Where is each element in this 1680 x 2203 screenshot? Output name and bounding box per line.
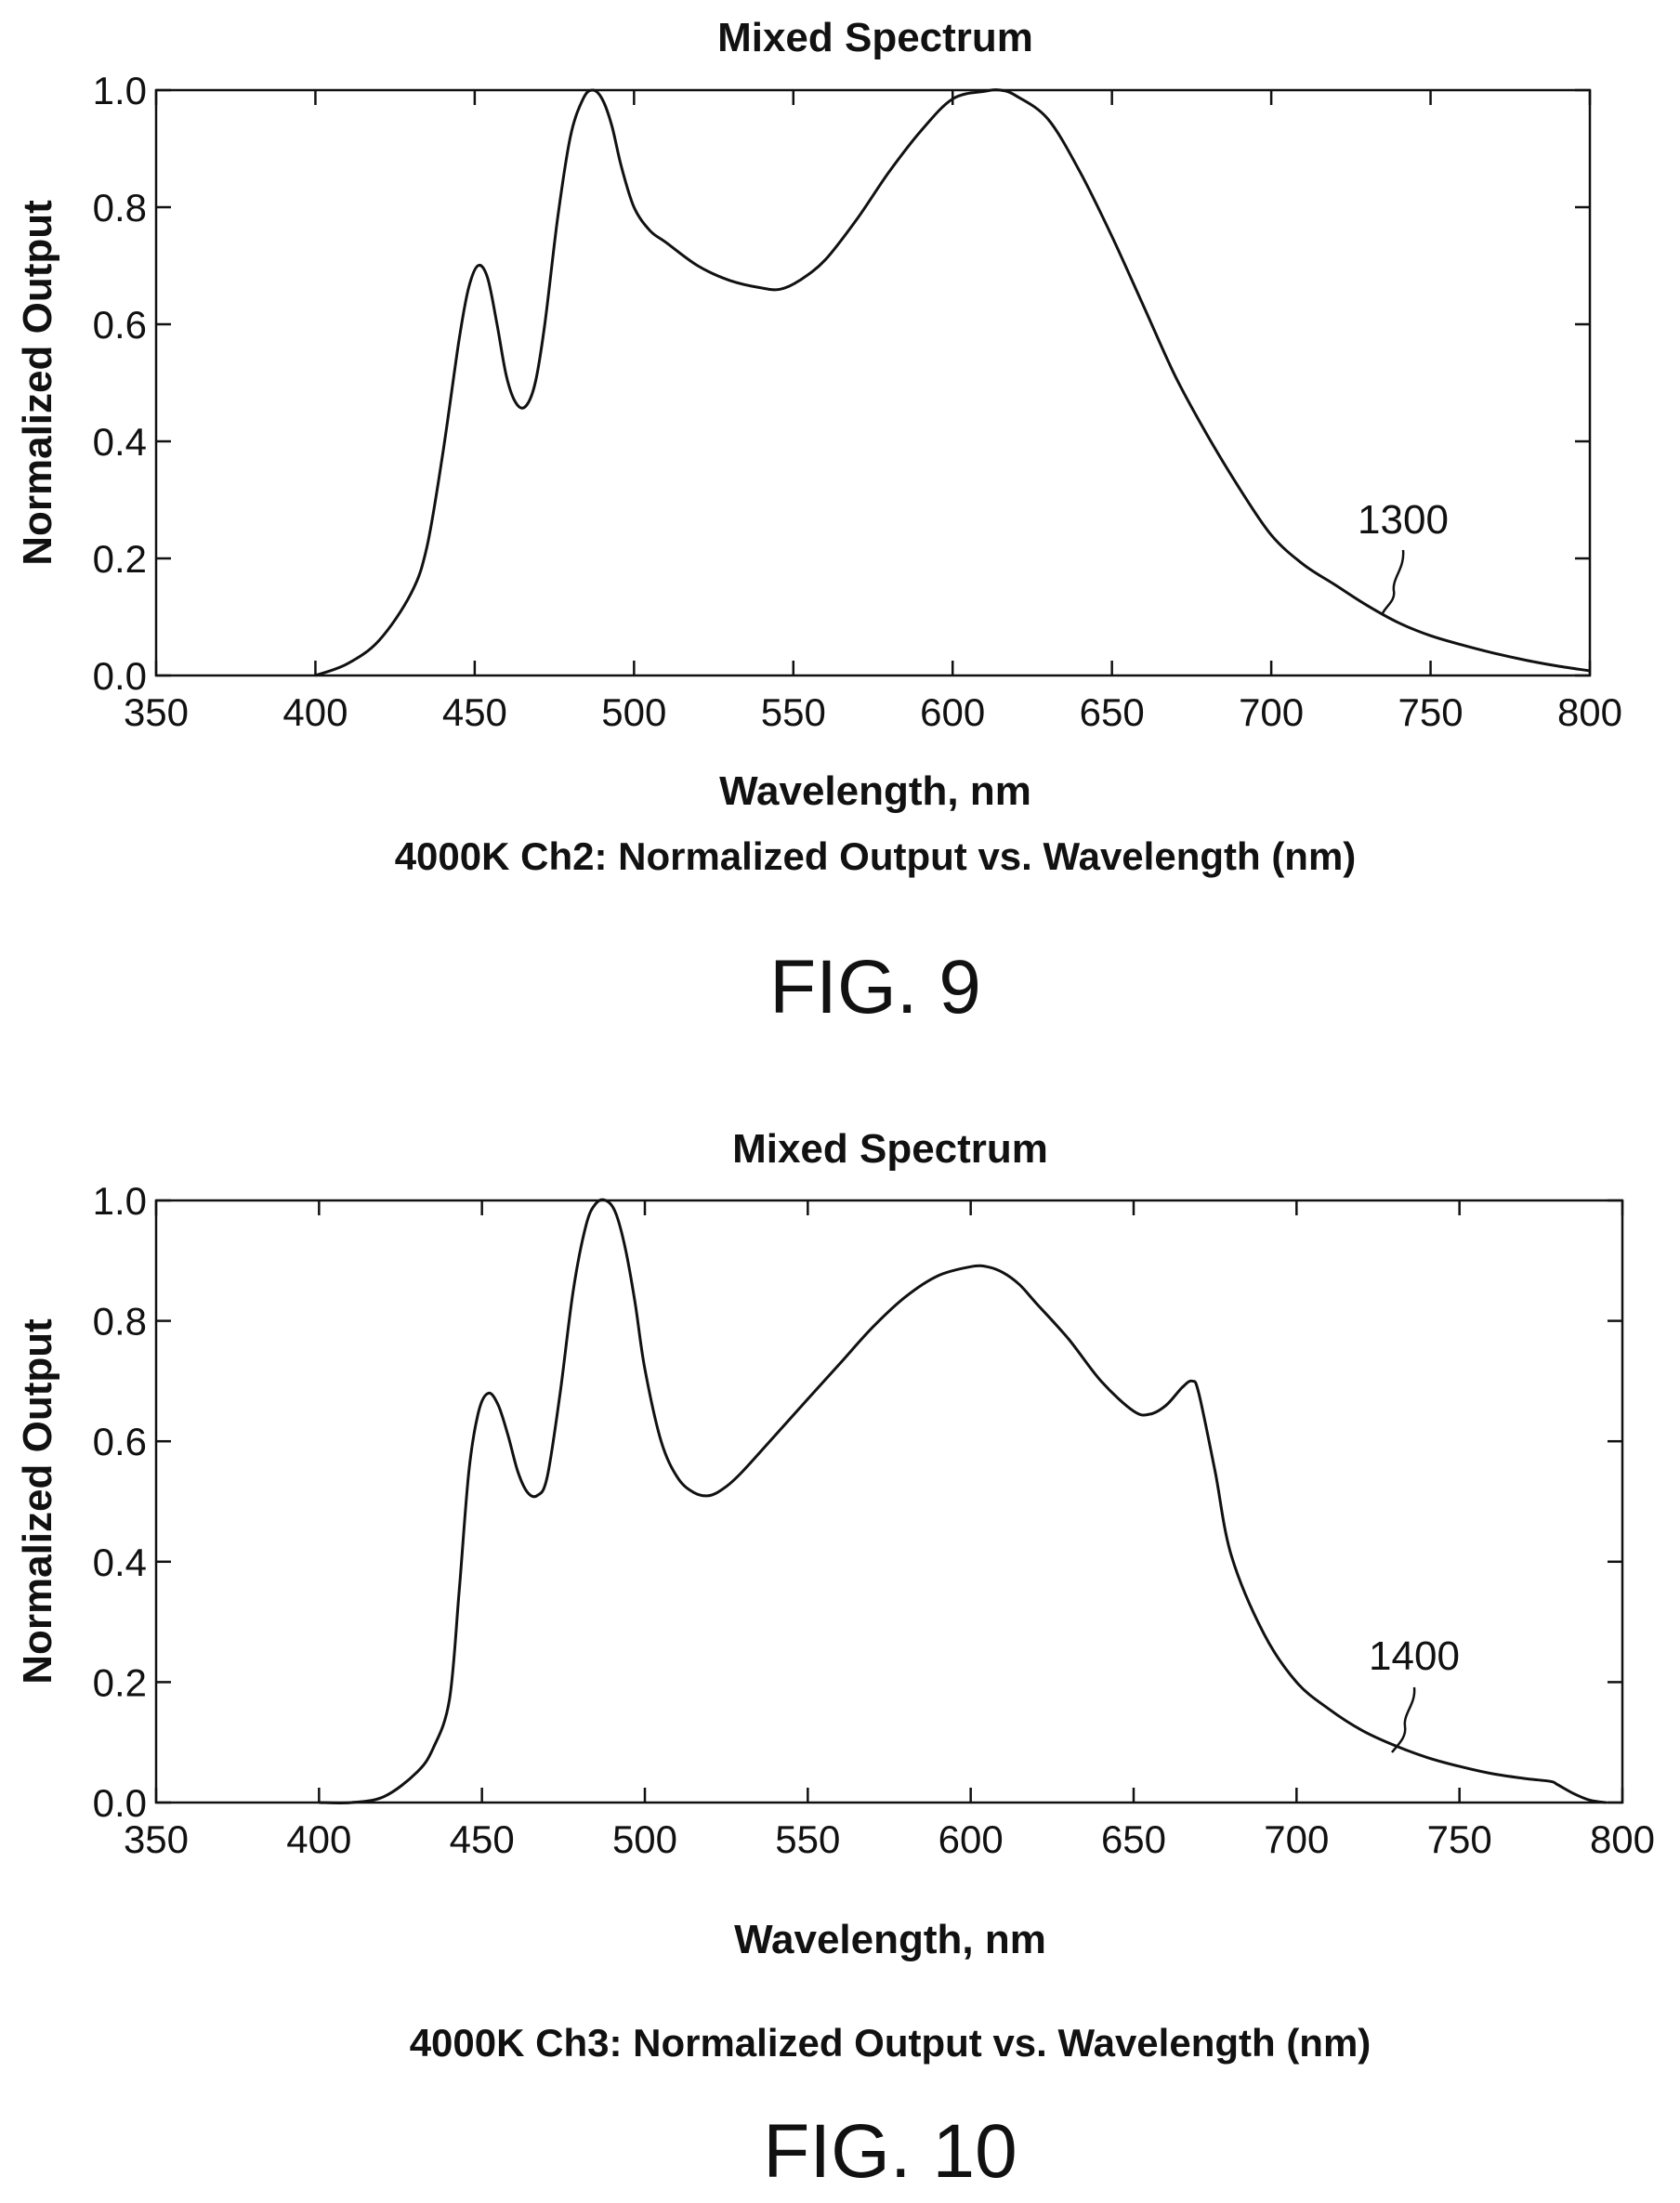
figure-9: Mixed Spectrum 0.0 0.2 0.4 0.6 0.8 1.0 350 400… [15,15,1622,1029]
x-axis-label: Wavelength, nm [719,768,1031,814]
x-tick-label: 400 [282,690,348,734]
x-tick-label: 550 [775,1817,840,1861]
annotation-leader [1391,1686,1416,1753]
curve-annotation: 1400 [1369,1633,1460,1679]
annotation-leader [1381,549,1405,614]
x-ticks: 350 400 450 500 550 600 650 700 750 800 [124,1200,1655,1861]
y-tick-label: 0.2 [93,1660,147,1704]
y-tick-label: 0.8 [93,186,147,229]
chart-title: Mixed Spectrum [732,1126,1048,1172]
plot-frame [154,1199,1624,1804]
y-axis-label: Normalized Output [15,1318,60,1685]
y-tick-label: 0.0 [93,654,147,698]
y-tick-label: 0.6 [93,1420,147,1463]
figure-caption: 4000K Ch2: Normalized Output vs. Wavelen… [395,834,1357,878]
chart-title: Mixed Spectrum [717,15,1033,60]
y-ticks: 0.0 0.2 0.4 0.6 0.8 1.0 [93,1179,1622,1825]
x-tick-label: 500 [612,1817,677,1861]
figure-label: FIG. 10 [763,2109,1017,2194]
y-ticks: 0.0 0.2 0.4 0.6 0.8 1.0 [93,69,1590,698]
x-tick-label: 600 [920,690,985,734]
x-tick-label: 550 [761,690,826,734]
y-axis-label: Normalized Output [15,200,60,566]
x-tick-label: 400 [286,1817,351,1861]
figure-label: FIG. 9 [769,945,981,1029]
y-tick-label: 0.4 [93,420,147,464]
figure-caption: 4000K Ch3: Normalized Output vs. Wavelen… [410,2021,1372,2065]
spectrum-line [319,1198,1607,1804]
x-tick-label: 350 [124,1817,189,1861]
curve-annotation: 1300 [1358,497,1449,543]
x-tick-label: 800 [1590,1817,1655,1861]
figure-10: Mixed Spectrum 0.0 0.2 0.4 0.6 0.8 1.0 350 400… [15,1126,1655,2194]
y-tick-label: 1.0 [93,1179,147,1223]
x-tick-label: 700 [1239,690,1304,734]
x-tick-label: 700 [1264,1817,1329,1861]
y-tick-label: 0.0 [93,1781,147,1825]
x-tick-label: 350 [124,690,189,734]
x-ticks: 350 400 450 500 550 600 650 700 750 800 [124,90,1622,734]
x-tick-label: 650 [1101,1817,1166,1861]
x-tick-label: 650 [1080,690,1145,734]
y-tick-label: 0.8 [93,1300,147,1344]
plot-frame [154,88,1592,677]
x-tick-label: 600 [938,1817,1004,1861]
spectrum-line [314,88,1591,677]
y-tick-label: 1.0 [93,69,147,112]
y-tick-label: 0.2 [93,537,147,581]
x-tick-label: 750 [1398,690,1463,734]
y-tick-label: 0.4 [93,1541,147,1584]
x-tick-label: 750 [1427,1817,1492,1861]
x-tick-label: 450 [450,1817,515,1861]
x-tick-label: 500 [601,690,666,734]
x-tick-label: 800 [1557,690,1622,734]
x-axis-label: Wavelength, nm [734,1917,1046,1962]
y-tick-label: 0.6 [93,303,147,347]
x-tick-label: 450 [442,690,507,734]
